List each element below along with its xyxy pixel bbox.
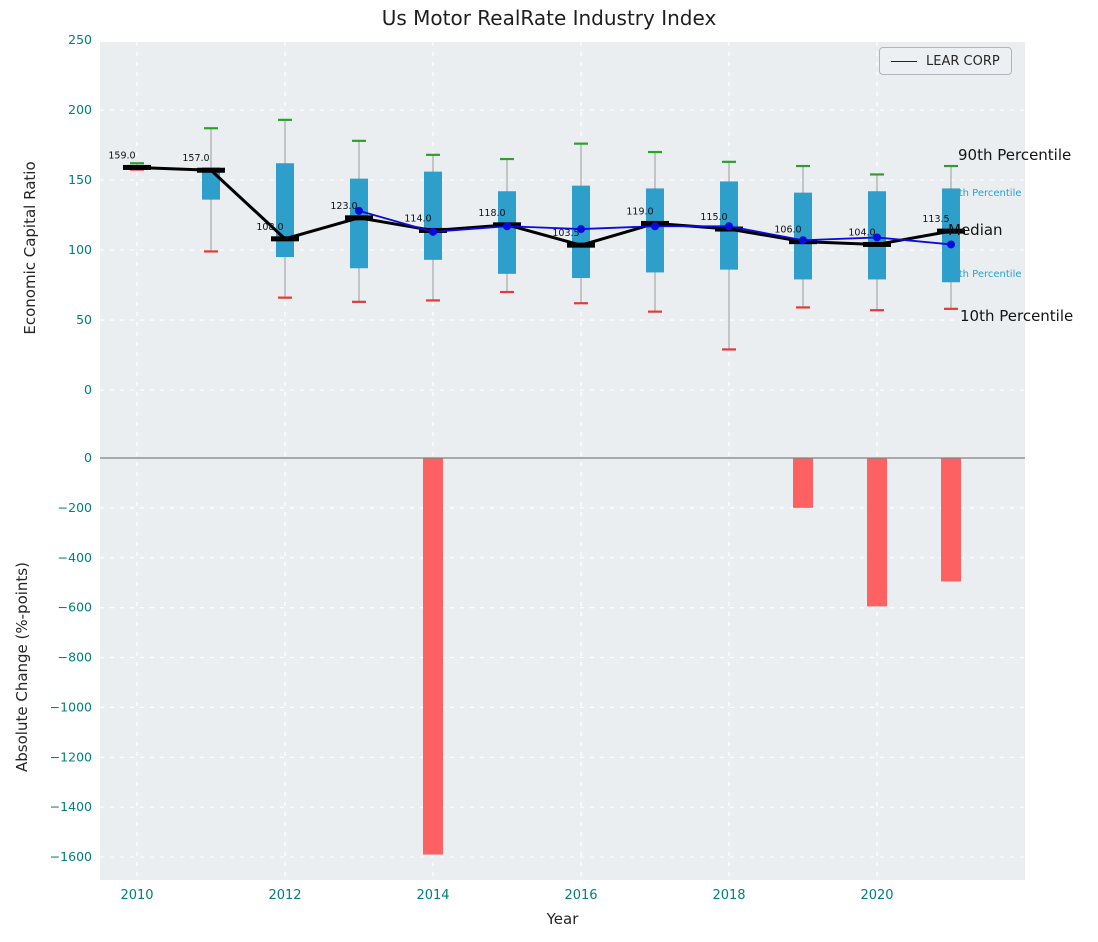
median-label-2021: 113.5 <box>922 214 949 225</box>
gridlines <box>100 39 1025 880</box>
box-2014 <box>424 171 442 260</box>
lear-corp-marker-2021 <box>947 240 955 249</box>
median-marker-2013 <box>345 215 373 221</box>
ytick-top-200: 200 <box>68 102 92 117</box>
tick-labels: 0 50 100 150 200 250 0 −200 −400 −600 −800 −1000 −12… <box>50 32 894 903</box>
median-label-2013: 123.0 <box>330 201 357 212</box>
ytick-bottom--1000: −1000 <box>50 699 92 714</box>
ytick-bottom--600: −600 <box>58 600 92 615</box>
median-marker-2011 <box>197 167 225 173</box>
xtick-2014: 2014 <box>416 888 449 903</box>
ytick-top-50: 50 <box>76 312 92 327</box>
xtick-2012: 2012 <box>268 888 301 903</box>
ytick-top-150: 150 <box>68 172 92 187</box>
ytick-bottom--800: −800 <box>58 650 92 665</box>
median-label-2015: 118.0 <box>478 208 505 219</box>
xtick-2010: 2010 <box>120 888 153 903</box>
box-2017 <box>646 188 664 273</box>
change-bar-2020 <box>867 457 887 607</box>
lear-corp-marker-2016 <box>577 225 585 234</box>
ytick-bottom-0: 0 <box>84 450 92 465</box>
ytick-top-0: 0 <box>84 382 92 397</box>
median-label-2011: 157.0 <box>182 153 209 164</box>
annotation-90th-percentile: 90th Percentile <box>958 146 1072 164</box>
xtick-2018: 2018 <box>712 888 745 903</box>
change-bar-2014 <box>423 457 443 855</box>
ytick-top-100: 100 <box>68 242 92 257</box>
lear-corp-marker-2020 <box>873 233 881 242</box>
bottom-y-axis-label: Absolute Change (%-points) <box>13 562 31 772</box>
lear-corp-marker-2014 <box>429 227 437 236</box>
x-axis-label: Year <box>546 910 579 928</box>
median-marker-2021 <box>937 228 965 234</box>
ytick-bottom--200: −200 <box>58 500 92 515</box>
ytick-bottom--400: −400 <box>58 550 92 565</box>
box-2013 <box>350 178 368 269</box>
annotation-25th-percentile: 25th Percentile <box>946 269 1022 280</box>
ytick-bottom--1600: −1600 <box>50 849 92 864</box>
median-marker-2010 <box>123 164 151 170</box>
median-label-2010: 159.0 <box>108 150 135 161</box>
lear-corp-marker-2019 <box>799 236 807 245</box>
ytick-top-250: 250 <box>68 32 92 47</box>
annotation-75th-percentile: 75th Percentile <box>946 188 1022 199</box>
annotation-median: Median <box>948 221 1003 239</box>
legend-label: LEAR CORP <box>926 53 1000 69</box>
legend: LEAR CORP <box>879 47 1012 75</box>
median-label-2014: 114.0 <box>404 213 431 224</box>
median-label-2018: 115.0 <box>700 212 727 223</box>
chart-title: Us Motor RealRate Industry Index <box>381 6 717 30</box>
legend-line-sample-icon <box>891 60 917 62</box>
ytick-bottom--1400: −1400 <box>50 799 92 814</box>
median-marker-2012 <box>271 236 299 242</box>
annotation-10th-percentile: 10th Percentile <box>960 307 1074 325</box>
median-label-2019: 106.0 <box>774 225 801 236</box>
lear-corp-marker-2018 <box>725 222 733 231</box>
lear-corp-marker-2013 <box>355 206 363 215</box>
median-label-2017: 119.0 <box>626 206 653 217</box>
median-label-2020: 104.0 <box>848 227 875 238</box>
box-2015 <box>498 191 516 274</box>
lear-corp-marker-2017 <box>651 222 659 231</box>
box-2012 <box>276 163 294 258</box>
median-marker-2020 <box>863 241 891 247</box>
change-bar-2021 <box>941 457 961 582</box>
top-y-axis-label: Economic Capital Ratio <box>21 161 39 335</box>
change-bar-2019 <box>793 457 813 508</box>
lear-corp-marker-2015 <box>503 222 511 231</box>
xtick-2016: 2016 <box>564 888 597 903</box>
xtick-2020: 2020 <box>860 888 893 903</box>
box-2021 <box>942 188 960 283</box>
median-label-2016: 103.5 <box>552 228 579 239</box>
median-label-2012: 108.0 <box>256 222 283 233</box>
median-marker-2016 <box>567 242 595 248</box>
ytick-bottom--1200: −1200 <box>50 749 92 764</box>
box-2019 <box>794 192 812 280</box>
